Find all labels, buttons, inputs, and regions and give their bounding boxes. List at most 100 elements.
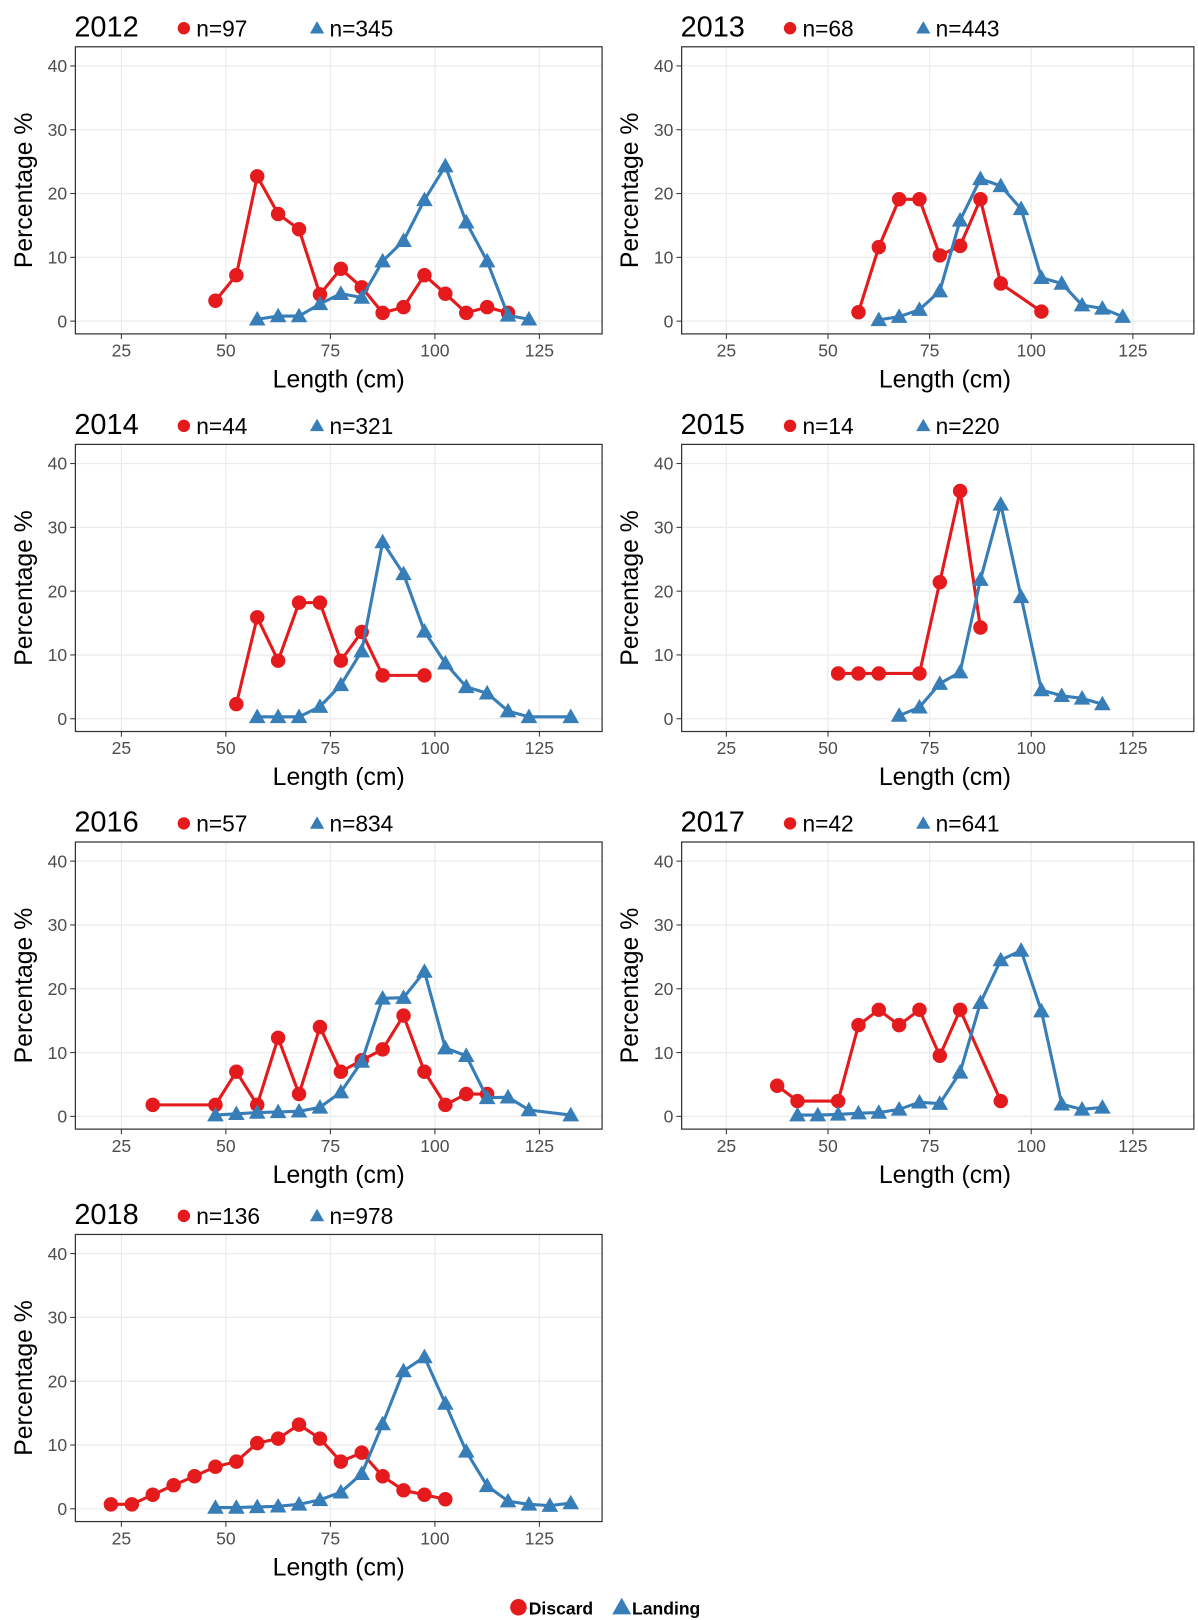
data-point [374,533,391,549]
data-point [228,1105,245,1121]
plot-background [681,842,1194,1130]
data-point [353,289,371,304]
y-tick-label: 20 [654,184,674,204]
y-axis-label: Percentage % [617,510,644,666]
data-point [1053,275,1071,290]
data-point [229,1454,244,1469]
data-point [871,1002,887,1018]
y-tick-label: 0 [57,311,67,331]
data-point [499,702,517,718]
data-point [375,1042,390,1057]
data-point [333,261,349,277]
data-point [952,238,968,254]
y-axis-label: Percentage % [11,510,38,666]
y-axis-label: Percentage % [11,1300,38,1456]
x-tick-label: 75 [920,341,940,361]
data-point [353,642,371,658]
plot-background [75,46,603,334]
data-point [291,1086,307,1102]
data-point [437,1395,454,1410]
data-point [248,708,266,724]
y-tick-label: 20 [48,581,68,601]
plot-background [681,46,1194,334]
y-tick-label: 40 [48,454,68,474]
sample-size: n=220 [936,413,1000,439]
data-point [478,1477,496,1493]
y-tick-label: 30 [654,915,674,935]
data-point [479,299,495,315]
x-tick-label: 100 [420,1136,450,1156]
annotation-marker [309,418,325,432]
data-point [871,666,887,681]
data-point [269,708,287,724]
data-point [417,1064,432,1079]
data-point [1094,695,1111,711]
y-tick-label: 0 [57,709,67,729]
data-point [912,1002,927,1018]
data-point [374,990,391,1005]
sample-size: n=321 [329,413,393,439]
data-point [459,305,474,321]
y-tick-label: 20 [48,1371,68,1391]
data-point [890,1101,908,1116]
data-point [1073,296,1091,312]
y-tick-label: 30 [654,120,674,140]
data-point [396,1008,411,1023]
legend-label: Discard [529,1599,593,1619]
data-point [952,1002,968,1018]
data-point [395,232,412,247]
data-point [993,276,1008,291]
data-point [993,1093,1008,1109]
x-tick-label: 75 [920,738,940,758]
y-axis-label: Percentage % [11,908,38,1064]
data-point [437,654,454,670]
data-point [912,192,927,207]
data-point [375,668,390,683]
annotation-marker [783,817,797,830]
x-tick-label: 125 [525,341,555,361]
y-tick-label: 30 [48,120,68,140]
x-tick-label: 50 [818,341,838,361]
data-point [250,169,265,184]
data-point [438,1097,453,1113]
legend-label: Landing [632,1599,700,1619]
y-tick-label: 20 [654,581,674,601]
data-point [396,1483,411,1498]
data-point [1012,942,1030,957]
y-tick-label: 20 [654,979,674,999]
data-point [269,307,287,323]
data-point [332,676,350,692]
plot-border [74,1233,603,1523]
data-point [1053,1095,1071,1111]
y-axis-label: Percentage % [617,908,644,1064]
annotation-marker [783,22,797,35]
y-axis-label: Percentage % [617,113,644,269]
x-tick-label: 75 [321,1136,341,1156]
sample-size: n=68 [802,15,853,41]
data-point [250,1435,265,1451]
data-point [248,310,266,326]
data-point [789,1106,806,1122]
y-tick-label: 10 [48,645,68,665]
data-point [520,1101,538,1117]
y-tick-label: 30 [48,915,68,935]
sample-size: n=978 [329,1203,393,1229]
annotation-marker [177,1209,191,1223]
data-point [952,483,968,499]
legend-marker [612,1597,632,1615]
data-point [333,1454,349,1469]
data-point [290,1102,308,1118]
x-tick-label: 25 [112,1136,132,1156]
data-point [972,571,989,586]
panel-title: 2012 [74,11,138,43]
x-axis-label: Length (cm) [879,1162,1011,1189]
x-tick-label: 100 [1017,1136,1047,1156]
y-tick-label: 40 [48,1244,68,1264]
data-point [992,177,1010,193]
data-point [830,666,846,681]
data-point [270,1431,286,1446]
data-point [333,653,349,668]
data-point [438,286,453,301]
x-tick-label: 25 [112,738,132,758]
